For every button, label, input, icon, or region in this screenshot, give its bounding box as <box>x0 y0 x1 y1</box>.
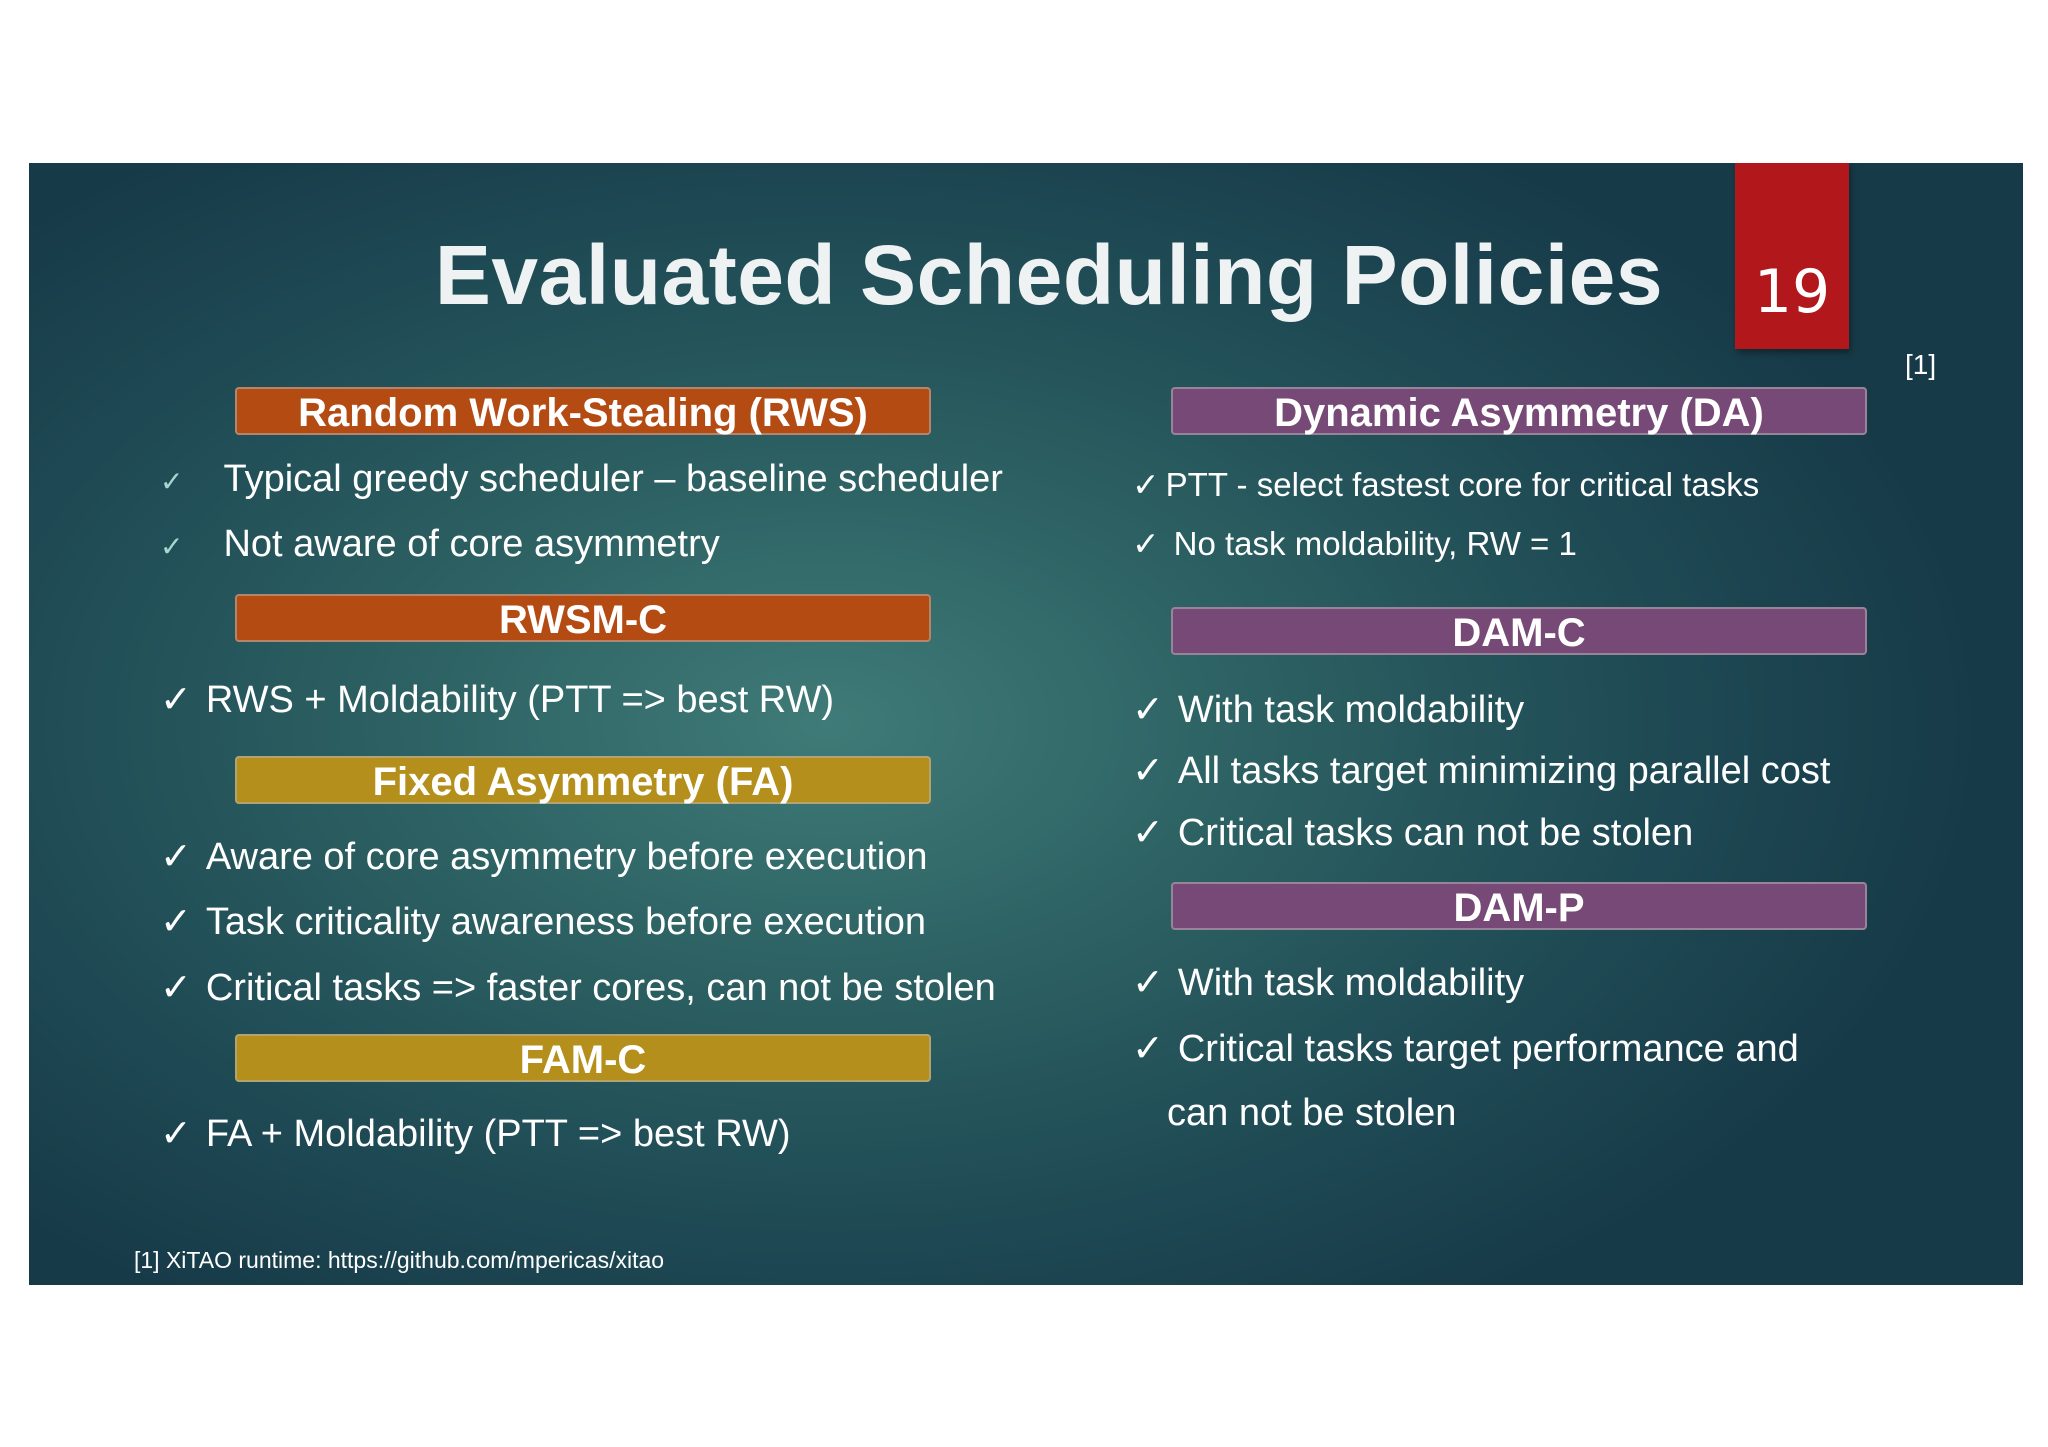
check-icon: ✓ <box>160 465 184 498</box>
check-icon: ✓ <box>160 530 184 563</box>
rwsm-c-header: RWSM-C <box>235 594 931 642</box>
rws-bullet-2: ✓ Not aware of core asymmetry <box>160 523 720 565</box>
check-icon: ✓ <box>1132 810 1164 854</box>
rwsm-c-bullet-1: ✓ RWS + Moldability (PTT => best RW) <box>160 677 835 721</box>
fam-c-header: FAM-C <box>235 1034 931 1082</box>
slide-title: Evaluated Scheduling Policies <box>434 228 1664 322</box>
da-bullet-2: ✓ No task moldability, RW = 1 <box>1132 524 1577 563</box>
check-icon: ✓ <box>160 677 192 721</box>
fam-c-bullet-1: ✓ FA + Moldability (PTT => best RW) <box>160 1111 791 1155</box>
fa-bullet-1: ✓ Aware of core asymmetry before executio… <box>160 834 928 878</box>
page-number: 19 <box>1753 257 1831 327</box>
check-icon: ✓ <box>1132 960 1164 1004</box>
fa-header: Fixed Asymmetry (FA) <box>235 756 931 804</box>
dam-p-bullet-2: ✓ Critical tasks target performance and <box>1132 1026 1799 1070</box>
da-bullet-1: ✓ PTT - select fastest core for critical … <box>1132 465 1760 504</box>
reference-mark: [1] <box>1905 349 1937 380</box>
dam-p-bullet-2-continued: can not be stolen <box>1167 1092 1457 1134</box>
check-icon: ✓ <box>160 965 192 1009</box>
dam-c-bullet-1: ✓ With task moldability <box>1132 687 1525 731</box>
check-icon: ✓ <box>160 1111 192 1155</box>
fa-bullet-3: ✓ Critical tasks => faster cores, can not… <box>160 965 996 1009</box>
rws-bullet-1: ✓ Typical greedy scheduler – baseline sch… <box>160 458 1003 500</box>
check-icon: ✓ <box>1132 1026 1164 1070</box>
da-header: Dynamic Asymmetry (DA) <box>1171 387 1867 435</box>
footnote: [1] XiTAO runtime: https://github.com/mp… <box>134 1247 665 1273</box>
dam-c-header: DAM-C <box>1171 607 1867 655</box>
dam-c-bullet-2: ✓ All tasks target minimizing parallel co… <box>1132 748 1831 792</box>
dam-p-header: DAM-P <box>1171 882 1867 930</box>
page-number-badge: 19 <box>1735 163 1849 349</box>
check-icon: ✓ <box>1132 524 1160 563</box>
slide: Evaluated Scheduling Policies 19 [1] Ran… <box>29 163 2023 1285</box>
dam-c-bullet-3: ✓ Critical tasks can not be stolen <box>1132 810 1694 854</box>
rws-header: Random Work-Stealing (RWS) <box>235 387 931 435</box>
check-icon: ✓ <box>1132 748 1164 792</box>
check-icon: ✓ <box>1132 465 1160 504</box>
dam-p-bullet-1: ✓ With task moldability <box>1132 960 1525 1004</box>
check-icon: ✓ <box>160 834 192 878</box>
fa-bullet-2: ✓ Task criticality awareness before execu… <box>160 899 927 943</box>
check-icon: ✓ <box>1132 687 1164 731</box>
check-icon: ✓ <box>160 899 192 943</box>
